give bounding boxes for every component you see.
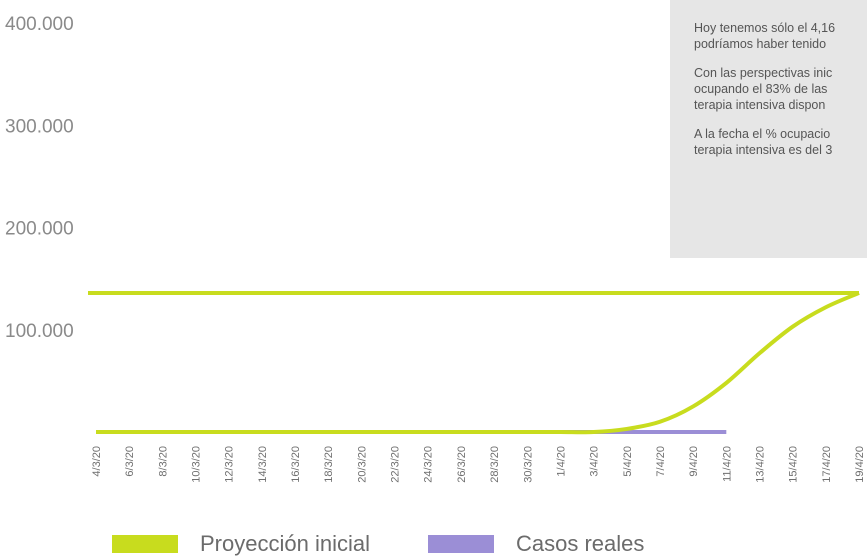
x-tick-label: 22/3/20	[390, 446, 402, 483]
x-axis-ticks: 4/3/20 6/3/20 8/3/20 10/3/20 12/3/20 14/3/20 1…	[91, 446, 866, 483]
x-tick-label: 20/3/20	[356, 446, 368, 483]
x-tick-label: 13/4/20	[754, 446, 766, 483]
annotation-line: ocupando el 83% de las	[694, 82, 828, 96]
y-axis-ticks: 400.000 300.000 200.000 100.000	[5, 14, 74, 342]
x-tick-label: 24/3/20	[423, 446, 435, 483]
annotation-line: Hoy tenemos sólo el 4,16	[694, 21, 836, 35]
annotation-box: Hoy tenemos sólo el 4,16 podríamos haber…	[670, 0, 867, 258]
x-tick-label: 17/4/20	[821, 446, 833, 483]
annotation-line: Con las perspectivas inic	[694, 66, 833, 80]
series-lines	[88, 290, 860, 435]
annotation-paragraph-1: Hoy tenemos sólo el 4,16 podríamos haber…	[694, 20, 867, 52]
legend-label: Proyección inicial	[200, 531, 370, 556]
x-tick-label: 18/3/20	[323, 446, 335, 483]
x-tick-label: 7/4/20	[655, 446, 667, 477]
y-tick-label: 300.000	[5, 116, 74, 137]
x-tick-label: 16/3/20	[290, 446, 302, 483]
annotation-paragraph-2: Con las perspectivas inic ocupando el 83…	[694, 65, 867, 113]
x-tick-label: 4/3/20	[91, 446, 103, 477]
legend-swatch-green	[112, 535, 178, 553]
x-tick-label: 10/3/20	[191, 446, 203, 483]
y-tick-label: 100.000	[5, 321, 74, 342]
x-tick-label: 6/3/20	[124, 446, 136, 477]
x-tick-label: 1/4/20	[555, 446, 567, 477]
x-tick-label: 30/3/20	[522, 446, 534, 483]
x-tick-label: 12/3/20	[224, 446, 236, 483]
legend-label: Casos reales	[516, 531, 645, 556]
annotation-line: A la fecha el % ocupacio	[694, 127, 831, 141]
legend-item-proyeccion-inicial: Proyección inicial	[112, 533, 370, 555]
x-tick-label: 19/4/20	[854, 446, 866, 483]
x-tick-label: 11/4/20	[721, 446, 733, 482]
x-tick-label: 15/4/20	[788, 446, 800, 483]
legend-swatch-purple	[428, 535, 494, 553]
annotation-line: terapia intensiva dispon	[694, 98, 826, 112]
x-tick-label: 3/4/20	[589, 446, 601, 477]
series-line-proyeccion-inicial	[95, 291, 860, 435]
x-tick-label: 28/3/20	[489, 446, 501, 483]
x-tick-label: 5/4/20	[622, 446, 634, 477]
x-tick-label: 8/3/20	[157, 446, 169, 477]
legend-item-casos-reales: Casos reales	[428, 533, 644, 555]
y-tick-label: 400.000	[5, 14, 74, 35]
y-tick-label: 200.000	[5, 219, 74, 240]
annotation-line: podríamos haber tenido	[694, 37, 827, 51]
annotation-paragraph-3: A la fecha el % ocupacio terapia intensi…	[694, 126, 867, 158]
x-tick-label: 26/3/20	[456, 446, 468, 483]
x-tick-label: 9/4/20	[688, 446, 700, 477]
annotation-line: terapia intensiva es del 3	[694, 143, 833, 157]
x-tick-label: 14/3/20	[257, 446, 269, 483]
